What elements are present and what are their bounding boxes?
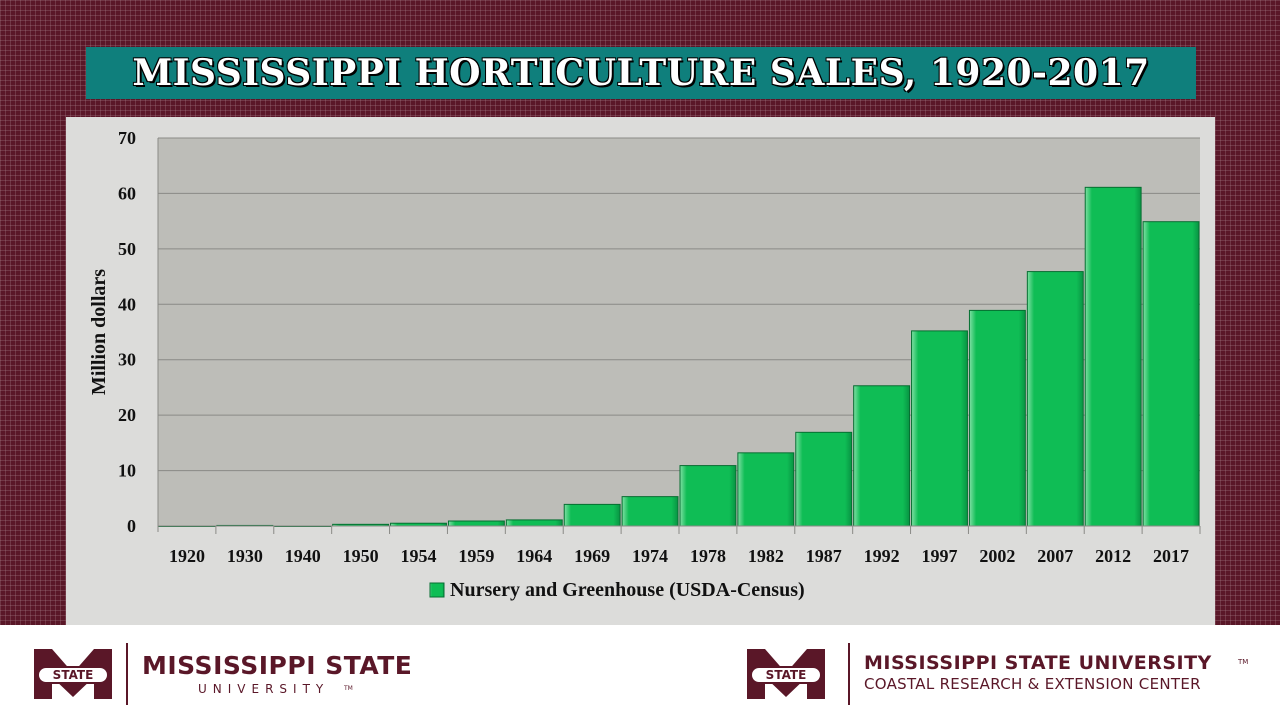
y-tick-label: 30 — [118, 350, 136, 370]
y-axis-title: Million dollars — [88, 269, 110, 395]
bar-chart: 0 10 20 30 40 50 60 70 Million dollars 1920 1930 19… — [88, 128, 1201, 601]
x-tick-label: 2002 — [979, 546, 1015, 566]
chart-panel: 0 10 20 30 40 50 60 70 Million dollars 1920 1930 19… — [66, 117, 1215, 625]
y-tick-label: 10 — [118, 461, 136, 481]
y-tick-label: 50 — [118, 239, 136, 259]
x-tick-label: 1920 — [169, 546, 205, 566]
x-tick-label: 1982 — [748, 546, 784, 566]
x-tick-label: 1950 — [343, 546, 379, 566]
y-tick-label: 40 — [118, 294, 136, 314]
msu-coastal-center: COASTAL RESEARCH & EXTENSION CENTER — [864, 675, 1201, 693]
bar-2017 — [1142, 221, 1200, 527]
msu-logo-icon: STATE — [34, 649, 112, 699]
x-tick-label: 1969 — [574, 546, 610, 566]
x-tick-label: 1964 — [516, 546, 552, 566]
x-tick-label: 1930 — [227, 546, 263, 566]
x-tick-label: 1974 — [632, 546, 668, 566]
x-tick-label: 1940 — [285, 546, 321, 566]
y-tick-label: 60 — [118, 183, 136, 203]
msu-coastal-name: MISSISSIPPI STATE UNIVERSITY — [864, 652, 1212, 674]
x-tick-label: 1959 — [458, 546, 494, 566]
bar-1987 — [795, 431, 853, 527]
msu-coastal-tm: TM — [1238, 658, 1249, 666]
bar-1978 — [679, 465, 737, 527]
bar-1992 — [853, 385, 911, 527]
logo-divider-right — [848, 643, 850, 705]
legend-swatch — [429, 582, 445, 598]
plot-area — [158, 138, 1200, 526]
bar-1974 — [621, 496, 679, 527]
bar-2012 — [1084, 186, 1142, 527]
msu-university: UNIVERSITY — [198, 682, 330, 696]
legend-label: Nursery and Greenhouse (USDA-Census) — [450, 579, 805, 601]
y-tick-label: 0 — [127, 516, 136, 536]
x-tick-label: 2012 — [1095, 546, 1131, 566]
svg-text:STATE: STATE — [53, 668, 94, 682]
x-tick-label: 1987 — [806, 546, 842, 566]
bar-1997 — [911, 330, 968, 527]
msu-name: MISSISSIPPI STATE — [142, 651, 413, 680]
bar-2002 — [968, 309, 1026, 527]
footer: STATE MISSISSIPPI STATE UNIVERSITY TM ST… — [0, 625, 1280, 716]
bar-2007 — [1026, 271, 1084, 527]
msu-coastal-logo-icon: STATE — [747, 649, 825, 699]
bar-1969 — [563, 503, 621, 527]
y-tick-label: 20 — [118, 405, 136, 425]
logo-divider — [126, 643, 128, 705]
x-tick-label: 1978 — [690, 546, 726, 566]
x-tick-label: 2017 — [1153, 546, 1189, 566]
x-tick-label: 1997 — [922, 546, 958, 566]
svg-text:STATE: STATE — [766, 668, 807, 682]
y-tick-label: 70 — [118, 128, 136, 148]
chart-title: MISSISSIPPI HORTICULTURE SALES, 1920-201… — [132, 52, 1150, 94]
bar-1964 — [505, 519, 563, 527]
x-tick-label: 1954 — [401, 546, 437, 566]
x-tick-label: 1992 — [864, 546, 900, 566]
x-tick-label: 2007 — [1037, 546, 1073, 566]
bar-1959 — [447, 520, 505, 527]
msu-tm: TM — [344, 685, 353, 692]
bar-1982 — [737, 452, 795, 527]
title-banner: MISSISSIPPI HORTICULTURE SALES, 1920-201… — [86, 47, 1196, 99]
